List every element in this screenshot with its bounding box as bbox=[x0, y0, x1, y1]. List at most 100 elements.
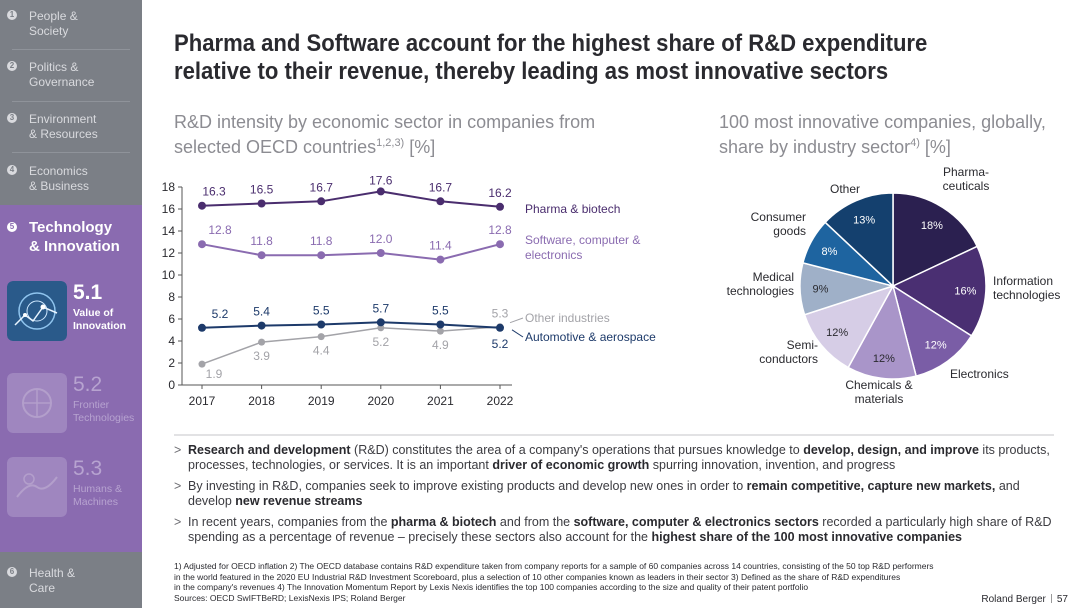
series-line-1 bbox=[201, 243, 501, 261]
pie-slice bbox=[892, 192, 979, 288]
data-label: 3.9 bbox=[253, 349, 270, 363]
data-point bbox=[257, 321, 266, 330]
legend-leader-line bbox=[511, 329, 524, 338]
sidebar: 1 People & Society 2 Politics & Governan… bbox=[0, 0, 142, 608]
brand-footer: Roland Berger 57 bbox=[981, 594, 1068, 605]
slice-category-label: Chemicals & bbox=[845, 378, 912, 392]
sidebar-item-label: Environment & Resources bbox=[29, 112, 98, 141]
data-point bbox=[496, 202, 504, 211]
data-label: 11.8 bbox=[310, 234, 333, 248]
pie-slice bbox=[803, 284, 895, 369]
sidebar-item-number: 2 bbox=[7, 61, 17, 71]
data-label: 5.2 bbox=[372, 335, 389, 349]
slice-category-label: Information bbox=[993, 274, 1053, 288]
sidebar-sub-item-value-of-innovation[interactable]: 5.1 Value of Innovation bbox=[7, 281, 137, 351]
slice-category-label: technologies bbox=[727, 284, 794, 298]
sources-line: Sources: OECD SwIFTBeRD; LexisNexis IPS;… bbox=[174, 592, 406, 603]
section-divider bbox=[174, 434, 1054, 436]
data-point bbox=[257, 251, 266, 260]
pie-slice bbox=[802, 221, 894, 287]
data-label: 5.3 bbox=[492, 307, 509, 321]
x-tick-label: 2020 bbox=[367, 394, 394, 408]
data-point bbox=[198, 201, 206, 210]
data-point bbox=[257, 199, 266, 208]
bullet-text: its products, processes, technologies, o… bbox=[188, 443, 1050, 472]
y-tick-label: 4 bbox=[168, 334, 175, 348]
bullet-emphasis: new revenue streams bbox=[235, 494, 363, 508]
slice-percent-label: 12% bbox=[925, 340, 947, 352]
x-tick-label: 2017 bbox=[189, 394, 216, 408]
data-point bbox=[317, 333, 325, 341]
line-chart-title-unit: [%] bbox=[404, 137, 436, 157]
slice-percent-label: 18% bbox=[921, 220, 943, 232]
y-tick-label: 6 bbox=[168, 312, 175, 326]
pie-slice bbox=[891, 245, 987, 337]
legend-label: Other industries bbox=[525, 311, 610, 325]
data-point bbox=[496, 323, 504, 331]
bullet-emphasis: software, computer & electronics sectors bbox=[573, 515, 819, 529]
slice-category-label: Other bbox=[830, 182, 860, 196]
data-label: 16.2 bbox=[488, 186, 512, 200]
data-point bbox=[198, 323, 206, 332]
bullet-text: and from the bbox=[496, 515, 574, 529]
legend-label: Software, computer & bbox=[525, 233, 640, 247]
bullet-text: In recent years, companies from the bbox=[188, 515, 391, 529]
data-label: 16.7 bbox=[429, 180, 453, 194]
data-point bbox=[376, 318, 385, 327]
line-chart-title: R&D intensity by economic sector in comp… bbox=[174, 112, 644, 158]
footnote-line: in the world featured in the 2020 EU Ind… bbox=[174, 571, 901, 582]
y-tick-label: 18 bbox=[162, 180, 176, 194]
sidebar-sub-item-label: Frontier Technologies bbox=[73, 399, 135, 424]
sidebar-item-label: Economics & Business bbox=[29, 164, 90, 193]
data-point bbox=[496, 240, 504, 249]
sidebar-divider bbox=[12, 101, 130, 102]
legend-label: Pharma & biotech bbox=[525, 202, 620, 216]
y-tick-label: 2 bbox=[168, 356, 175, 370]
page-number: 57 bbox=[1056, 594, 1068, 605]
sidebar-sub-item-number: 5.2 bbox=[73, 373, 103, 396]
data-label: 4.4 bbox=[313, 344, 330, 358]
data-label: 5.2 bbox=[212, 307, 229, 321]
pie-chart-title-footnote: 4) bbox=[910, 137, 920, 149]
sidebar-item-number: 3 bbox=[7, 113, 17, 123]
sidebar-sub-item-humans-machines[interactable]: 5.3 Humans & Machines bbox=[7, 457, 137, 527]
slice-percent-label: 16% bbox=[954, 286, 976, 298]
slice-percent-label: 13% bbox=[853, 214, 875, 226]
bullet-emphasis: driver of economic growth bbox=[492, 458, 650, 472]
sidebar-sub-item-number: 5.3 bbox=[73, 457, 103, 480]
sidebar-item-label: Technology & Innovation bbox=[29, 219, 120, 255]
bullet-emphasis: highest share of the 100 most innovative… bbox=[651, 530, 962, 544]
pie-chart-title-text: 100 most innovative companies, globally,… bbox=[719, 112, 1046, 157]
data-label: 5.5 bbox=[432, 304, 449, 318]
line-chart-title-footnote: 1,2,3) bbox=[376, 137, 405, 149]
data-label: 16.7 bbox=[310, 180, 334, 194]
data-label: 5.2 bbox=[492, 337, 509, 351]
data-label: 12.8 bbox=[488, 223, 512, 237]
slice-percent-label: 12% bbox=[826, 327, 848, 339]
bullet-emphasis: develop, design, and improve bbox=[803, 443, 979, 457]
slice-category-label: materials bbox=[855, 392, 904, 406]
x-tick-label: 2021 bbox=[427, 394, 454, 408]
bullet-text: (R&D) constitutes the area of a company'… bbox=[350, 443, 804, 457]
y-tick-label: 16 bbox=[162, 202, 176, 216]
slice-category-label: Pharma- bbox=[943, 165, 989, 179]
data-point bbox=[436, 197, 445, 206]
sidebar-item-number: 6 bbox=[7, 567, 17, 577]
series-line-0 bbox=[201, 190, 501, 208]
data-point bbox=[376, 187, 385, 196]
data-point bbox=[436, 320, 445, 329]
bullet-item: > Research and development (R&D) constitu… bbox=[174, 443, 1054, 473]
slice-category-label: Semi- bbox=[787, 338, 818, 352]
footnote-line: 1) Adjusted for OECD inflation 2) The OE… bbox=[174, 561, 934, 571]
sidebar-sub-item-frontier-technologies[interactable]: 5.2 Frontier Technologies bbox=[7, 373, 137, 443]
sidebar-item-label: Politics & Governance bbox=[29, 60, 95, 89]
sidebar-sub-item-label: Value of Innovation bbox=[73, 307, 127, 332]
legend-label: electronics bbox=[525, 248, 582, 262]
data-point bbox=[436, 255, 445, 264]
data-point bbox=[377, 324, 385, 332]
bullet-text: By investing in R&D, companies seek to i… bbox=[188, 479, 747, 493]
slice-percent-label: 8% bbox=[821, 246, 837, 258]
line-chart-title-text: R&D intensity by economic sector in comp… bbox=[174, 112, 596, 157]
pie-chart-title-unit: [%] bbox=[919, 137, 951, 157]
